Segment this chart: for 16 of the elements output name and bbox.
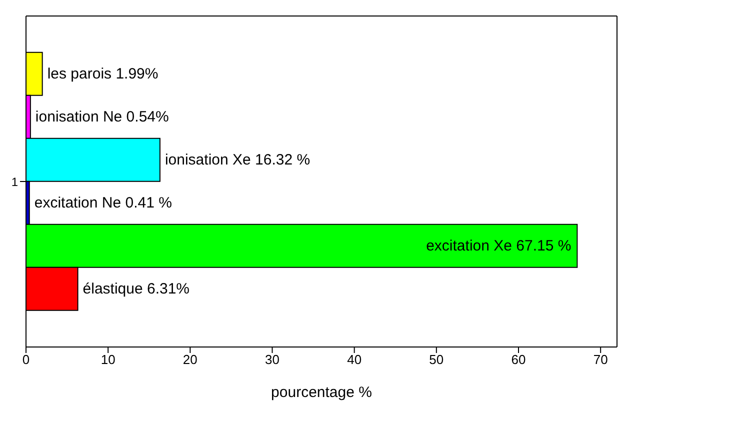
x-tick-label: 50 bbox=[429, 352, 444, 368]
x-tick-label: 20 bbox=[182, 352, 198, 368]
text: élastique 6.31% bbox=[82, 280, 190, 298]
text: ionisation Xe 16.32 % bbox=[164, 151, 310, 168]
x-tick-label: 0 bbox=[22, 352, 30, 368]
x-tick-label: 30 bbox=[265, 352, 280, 368]
text: ionisation Ne 0.54% bbox=[35, 108, 169, 126]
x-tick-label: 60 bbox=[511, 352, 526, 368]
text: les parois 1.99% bbox=[47, 65, 158, 82]
x-tick-label: 40 bbox=[347, 352, 362, 368]
x-axis-title: pourcentage % bbox=[271, 384, 372, 401]
y-tick-label: 1 bbox=[11, 174, 18, 189]
text: excitation Xe 67.15 % bbox=[426, 237, 572, 254]
x-tick-label: 70 bbox=[593, 352, 608, 368]
text: excitation Ne 0.41 % bbox=[34, 194, 172, 212]
x-tick-label: 10 bbox=[100, 352, 116, 368]
